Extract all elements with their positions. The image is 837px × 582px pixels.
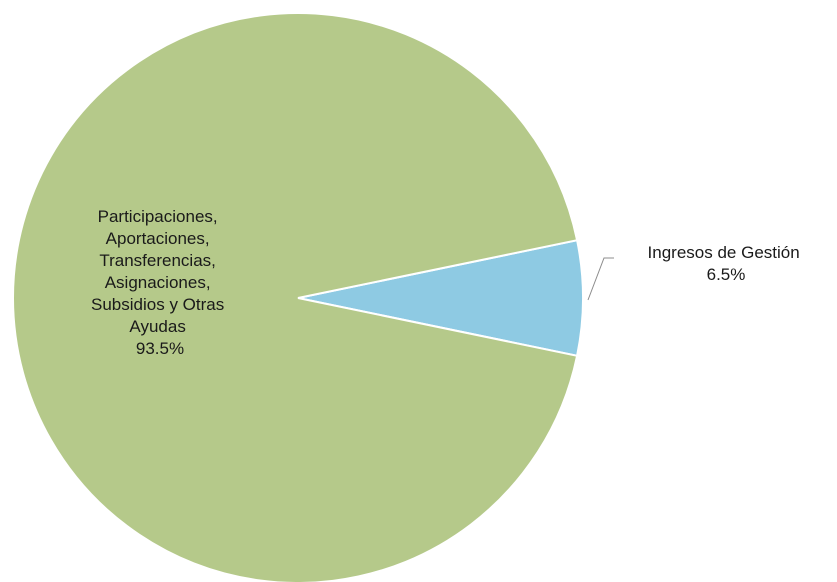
leader-lines [587,257,614,301]
label-line: Ayudas [129,317,185,336]
label-line: Participaciones, [98,207,218,226]
slice-ingresos-de-gestion [297,239,584,357]
leader-line-ingresos [587,257,614,301]
label-line: Transferencias, [99,251,216,270]
percent-label: 93.5% [136,339,184,358]
pie-slices [11,12,584,582]
label-line: Asignaciones, [105,273,211,292]
slice-label-participaciones: Participaciones, Aportaciones, Transfere… [91,207,229,358]
slice-participaciones [11,12,579,582]
percent-label: 6.5% [707,265,746,284]
label-line: Subsidios y Otras [91,295,224,314]
label-line: Aportaciones, [106,229,210,248]
slice-label-ingresos: Ingresos de Gestión 6.5% [648,243,805,284]
slice-labels: Participaciones, Aportaciones, Transfere… [91,207,805,358]
label-line: Ingresos de Gestión [648,243,800,262]
